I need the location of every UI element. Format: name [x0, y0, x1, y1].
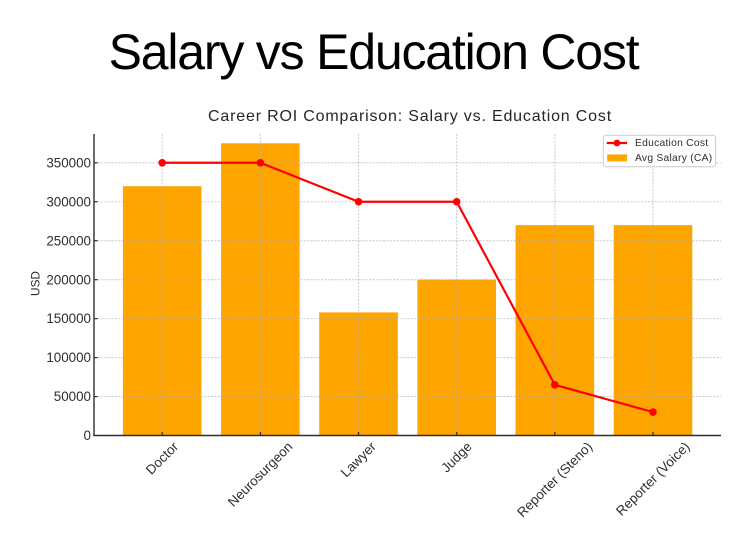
- svg-text:Career ROI Comparison: Salary: Career ROI Comparison: Salary vs. Educat…: [208, 108, 612, 125]
- svg-text:Reporter (Steno): Reporter (Steno): [514, 439, 595, 520]
- svg-text:USD: USD: [29, 271, 43, 296]
- svg-text:50000: 50000: [54, 389, 91, 404]
- svg-text:150000: 150000: [46, 311, 91, 326]
- svg-text:350000: 350000: [46, 155, 91, 170]
- svg-text:0: 0: [84, 428, 91, 443]
- svg-text:Judge: Judge: [438, 439, 474, 475]
- svg-text:Reporter (Voice): Reporter (Voice): [613, 439, 693, 519]
- svg-text:250000: 250000: [46, 233, 91, 248]
- svg-text:Education Cost: Education Cost: [635, 138, 708, 149]
- svg-text:Doctor: Doctor: [143, 439, 182, 478]
- svg-text:Lawyer: Lawyer: [338, 439, 380, 481]
- svg-text:100000: 100000: [46, 350, 91, 365]
- svg-text:Avg Salary (CA): Avg Salary (CA): [635, 153, 712, 164]
- svg-text:300000: 300000: [46, 194, 91, 209]
- svg-text:Neurosurgeon: Neurosurgeon: [225, 439, 296, 510]
- svg-text:200000: 200000: [46, 272, 91, 287]
